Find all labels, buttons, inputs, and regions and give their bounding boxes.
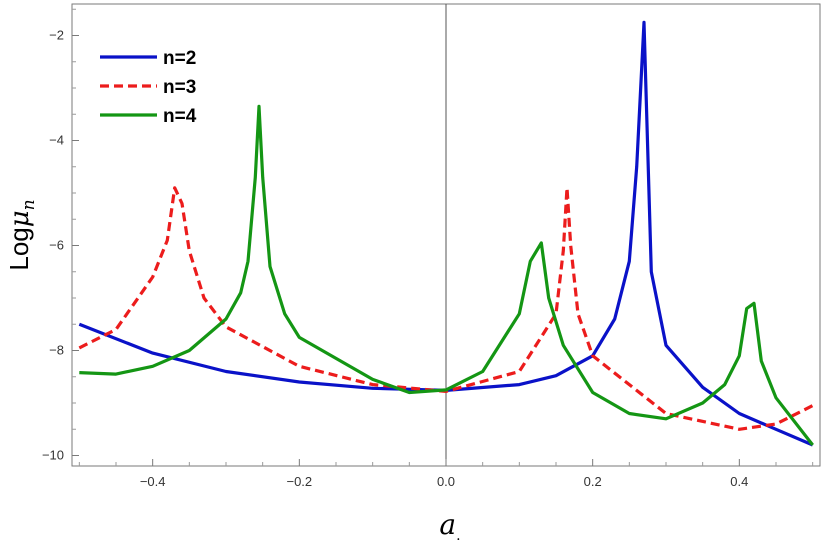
x-axis-label: a.	[439, 508, 460, 544]
x-tick-label: 0.2	[584, 474, 602, 489]
series-line-n-4	[79, 104, 814, 446]
legend-label: n=2	[163, 48, 196, 69]
legend-label: n=4	[163, 106, 197, 127]
x-tick-label: 0.0	[437, 474, 455, 489]
legend-label: n=3	[163, 77, 196, 98]
y-axis-label: Logμn	[4, 199, 39, 270]
x-tick-label: 0.4	[730, 474, 748, 489]
legend: n=2 n=3 n=4	[100, 48, 197, 127]
x-tick-label: −0.4	[140, 474, 166, 489]
y-tick-label: −6	[49, 238, 64, 253]
axis-ticks: −0.4 −0.2 0.0 0.2 0.4 −10 −8 −6 −4 −2	[42, 8, 814, 489]
series-layer	[78, 20, 814, 447]
y-tick-label: −8	[49, 343, 64, 358]
y-tick-label: −2	[49, 28, 64, 43]
y-tick-label: −10	[42, 448, 64, 463]
series-line-n-2	[78, 20, 814, 447]
x-tick-label: −0.2	[286, 474, 312, 489]
y-tick-label: −4	[49, 133, 64, 148]
